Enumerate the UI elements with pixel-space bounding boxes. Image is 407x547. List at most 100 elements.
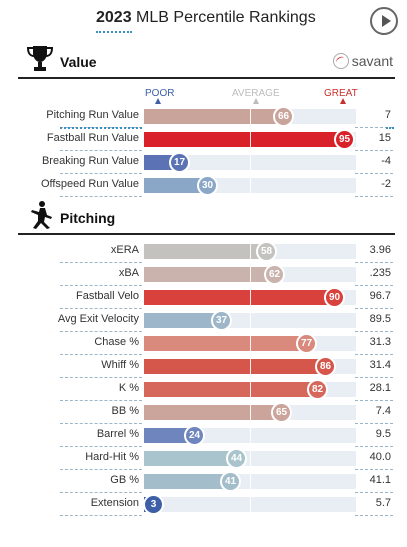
metric-label[interactable]: xERA <box>110 244 139 256</box>
scale-great: GREAT <box>324 88 358 99</box>
value-section-title: Value <box>60 54 97 70</box>
row-divider <box>60 331 142 332</box>
row-divider <box>60 173 142 174</box>
percentile-scale: POOR AVERAGE GREAT <box>0 88 407 104</box>
row-divider <box>355 469 393 470</box>
row-divider <box>60 469 142 470</box>
metric-label[interactable]: K % <box>118 382 139 394</box>
metric-value: 40.0 <box>369 451 391 463</box>
metric-row-breaking-run-value[interactable]: Breaking Run Value 17 -4 <box>0 151 407 174</box>
metric-label[interactable]: Chase % <box>94 336 139 348</box>
title-year[interactable]: 2023 <box>96 9 132 26</box>
metric-label[interactable]: Pitching Run Value <box>46 109 139 121</box>
metric-label[interactable]: BB % <box>111 405 139 417</box>
trophy-icon <box>26 46 54 71</box>
metric-label[interactable]: xBA <box>118 267 139 279</box>
percentile-badge: 66 <box>273 106 294 127</box>
metric-row-barrel[interactable]: Barrel % 24 9.5 <box>0 424 407 447</box>
percentile-bar <box>144 359 326 374</box>
percentile-bar <box>144 290 335 305</box>
baseball-icon <box>332 53 349 69</box>
metric-row-xba[interactable]: xBA 62 .235 <box>0 263 407 286</box>
pitcher-icon <box>31 201 52 229</box>
percentile-bar <box>144 474 231 489</box>
percentile-badge: 3 <box>143 494 164 515</box>
metric-row-chase[interactable]: Chase % 77 31.3 <box>0 332 407 355</box>
metric-row-bb[interactable]: BB % 65 7.4 <box>0 401 407 424</box>
percentile-bar <box>144 178 208 193</box>
metric-row-hard-hit[interactable]: Hard-Hit % 44 40.0 <box>0 447 407 470</box>
percentile-badge: 65 <box>271 402 292 423</box>
percentile-bar <box>144 405 282 420</box>
pitching-section-title: Pitching <box>60 210 116 226</box>
metric-label[interactable]: Fastball Velo <box>76 290 139 302</box>
average-line <box>250 359 251 374</box>
metric-row-offspeed-run-value[interactable]: Offspeed Run Value 30 -2 <box>0 174 407 197</box>
title-text: MLB Percentile Rankings <box>136 9 316 26</box>
average-line <box>250 244 251 259</box>
percentile-badge: 44 <box>226 448 247 469</box>
metric-row-whiff[interactable]: Whiff % 86 31.4 <box>0 355 407 378</box>
metric-label[interactable]: Extension <box>90 497 139 509</box>
metric-row-avg-exit-velocity[interactable]: Avg Exit Velocity 37 89.5 <box>0 309 407 332</box>
metric-label[interactable]: Offspeed Run Value <box>40 178 139 190</box>
row-divider <box>355 400 393 401</box>
metric-value: 41.1 <box>369 474 391 486</box>
row-divider <box>355 308 393 309</box>
row-divider <box>60 400 142 401</box>
section-rule <box>18 77 395 79</box>
metric-label[interactable]: Whiff % <box>101 359 139 371</box>
row-divider <box>60 150 142 151</box>
row-divider <box>355 354 393 355</box>
percentile-badge: 95 <box>334 129 355 150</box>
average-line <box>250 290 251 305</box>
percentile-badge: 37 <box>211 310 232 331</box>
metric-row-extension[interactable]: Extension 3 5.7 <box>0 493 407 516</box>
metric-row-k[interactable]: K % 82 28.1 <box>0 378 407 401</box>
metric-label[interactable]: Fastball Run Value <box>46 132 139 144</box>
metric-value: 31.3 <box>369 336 391 348</box>
metric-label[interactable]: Hard-Hit % <box>85 451 139 463</box>
row-divider <box>355 492 393 493</box>
metric-value: 5.7 <box>375 497 391 509</box>
metric-row-fastball-run-value[interactable]: Fastball Run Value 95 15 <box>0 128 407 151</box>
metric-value: 15 <box>378 132 391 144</box>
percentile-bar <box>144 267 275 282</box>
metric-label[interactable]: Breaking Run Value <box>41 155 139 167</box>
savant-logo[interactable]: savant <box>332 53 393 69</box>
row-divider <box>60 446 142 447</box>
row-divider <box>355 423 393 424</box>
row-divider <box>355 331 393 332</box>
average-line <box>250 109 251 124</box>
selected-row-indicator <box>60 127 142 129</box>
metric-row-xera[interactable]: xERA 58 3.96 <box>0 240 407 263</box>
metric-value: 96.7 <box>369 290 391 302</box>
year-dropdown-underline <box>96 31 132 33</box>
average-line <box>250 267 251 282</box>
metric-label[interactable]: GB % <box>110 474 139 486</box>
percentile-badge: 41 <box>220 471 241 492</box>
metric-value: .235 <box>369 267 391 279</box>
row-divider <box>355 515 393 516</box>
metric-label[interactable]: Avg Exit Velocity <box>57 313 139 325</box>
row-divider <box>355 262 393 263</box>
header: 2023 MLB Percentile Rankings <box>0 0 407 40</box>
metric-value: 28.1 <box>369 382 391 394</box>
row-divider <box>60 196 142 197</box>
row-divider <box>60 308 142 309</box>
savant-label: savant <box>351 53 393 69</box>
percentile-badge: 58 <box>256 241 277 262</box>
average-line <box>250 313 251 328</box>
metric-row-fastball-velo[interactable]: Fastball Velo 90 96.7 <box>0 286 407 309</box>
row-divider <box>355 127 393 128</box>
row-divider <box>60 285 142 286</box>
average-line <box>250 497 251 512</box>
metric-label[interactable]: Barrel % <box>96 428 139 440</box>
row-divider <box>355 150 393 151</box>
metric-row-pitching-run-value[interactable]: Pitching Run Value 66 7 <box>0 105 407 128</box>
play-button[interactable] <box>370 7 398 35</box>
metric-value: -2 <box>381 178 391 190</box>
percentile-badge: 30 <box>197 175 218 196</box>
value-section-header: Value savant <box>0 44 407 79</box>
metric-row-gb[interactable]: GB % 41 41.1 <box>0 470 407 493</box>
